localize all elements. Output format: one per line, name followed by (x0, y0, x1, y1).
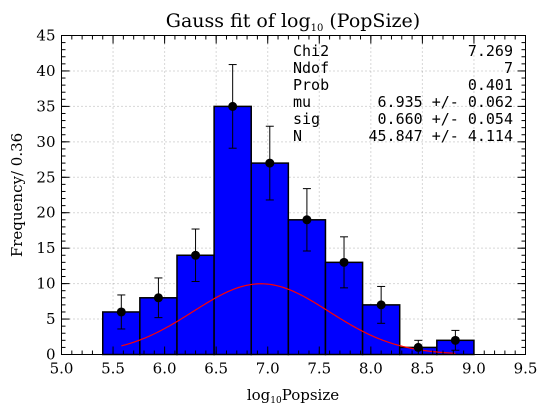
y-axis-label: Frequency/ 0.36 (8, 133, 26, 257)
x-tick-label: 6.5 (204, 360, 228, 378)
x-tick-label: 5.5 (101, 360, 125, 378)
stats-label: Ndof (293, 59, 329, 77)
stats-box: Chi2 7.269 Ndof 7 Prob 0.401 mu 6.935 +/- 0.062… (293, 42, 513, 145)
stats-label: Chi2 (293, 42, 329, 60)
data-point (376, 300, 386, 310)
data-point (302, 215, 312, 225)
y-tick-label: 25 (36, 168, 55, 186)
x-tick-label: 9.0 (462, 360, 486, 378)
stats-value: 45.847 +/- 4.114 (369, 127, 514, 145)
y-tick-label: 5 (46, 310, 56, 328)
plot-frame (61, 35, 526, 355)
stats-label: N (293, 127, 302, 145)
x-axis-label: log10Popsize (247, 386, 339, 406)
y-tick-label: 35 (36, 97, 55, 115)
fit-curve (121, 283, 456, 354)
data-point (413, 342, 423, 352)
y-tick-label: 30 (36, 133, 55, 151)
x-tick-label: 8.5 (410, 360, 434, 378)
y-tick-label: 20 (36, 204, 55, 222)
x-tick-label: 6.0 (153, 360, 177, 378)
stats-value: 7 (504, 59, 513, 77)
y-tick-label: 40 (36, 62, 55, 80)
stats-label: mu (293, 93, 311, 111)
stats-value: 0.401 (468, 76, 513, 94)
gauss-fit (121, 283, 456, 354)
y-tick-label: 10 (36, 275, 55, 293)
stats-value: 7.269 (468, 42, 513, 60)
data-point (191, 250, 201, 260)
data-point (153, 293, 163, 303)
x-tick-label: 7.5 (307, 360, 331, 378)
data-point (450, 335, 460, 345)
data-point (265, 158, 275, 168)
y-tick-label: 45 (36, 27, 55, 45)
stats-value: 0.660 +/- 0.054 (378, 110, 513, 128)
x-tick-label: 9.5 (514, 360, 538, 378)
y-tick-label: 15 (36, 239, 55, 257)
data-points (116, 64, 460, 355)
x-tick-label: 5.0 (50, 360, 74, 378)
data-point (116, 307, 126, 317)
data-point (228, 101, 238, 111)
stats-value: 6.935 +/- 0.062 (378, 93, 513, 111)
stats-label: Prob (293, 76, 329, 94)
stats-label: sig (293, 110, 320, 128)
data-point (339, 257, 349, 267)
y-tick-label: 0 (46, 346, 56, 364)
x-tick-label: 7.0 (256, 360, 280, 378)
histogram-bar (361, 304, 401, 356)
chart-title: Gauss fit of log10 (PopSize) (166, 10, 420, 34)
x-tick-label: 8.0 (359, 360, 383, 378)
